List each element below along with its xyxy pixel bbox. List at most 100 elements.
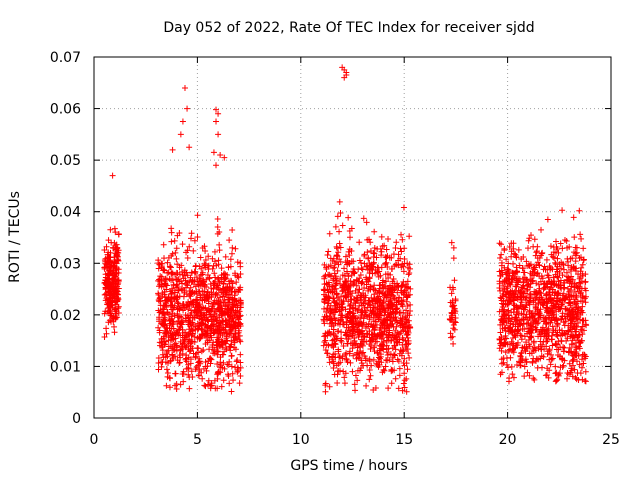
- data-point: [229, 226, 236, 233]
- data-point: [234, 366, 241, 373]
- data-point: [398, 264, 405, 271]
- data-point: [568, 365, 575, 372]
- data-point: [561, 330, 568, 337]
- data-point: [568, 341, 575, 348]
- data-point: [159, 305, 166, 312]
- data-point: [370, 323, 377, 330]
- data-point: [208, 289, 215, 296]
- data-point: [336, 321, 343, 328]
- data-point: [174, 314, 181, 321]
- data-point: [201, 382, 208, 389]
- data-point: [549, 355, 556, 362]
- data-point: [571, 288, 578, 295]
- data-point: [185, 321, 192, 328]
- data-point: [344, 359, 351, 366]
- data-point: [335, 367, 342, 374]
- data-point: [237, 304, 244, 311]
- data-point: [503, 256, 510, 263]
- data-point: [579, 317, 586, 324]
- data-point: [351, 381, 358, 388]
- x-tick-label: 20: [499, 432, 517, 448]
- data-point: [498, 360, 505, 367]
- x-axis-label: GPS time / hours: [290, 458, 407, 474]
- data-point: [339, 222, 346, 229]
- data-point: [360, 215, 367, 222]
- data-point: [355, 306, 362, 313]
- data-point: [221, 276, 228, 283]
- data-point: [523, 339, 530, 346]
- data-point: [355, 333, 362, 340]
- data-point: [231, 270, 238, 277]
- data-point: [389, 278, 396, 285]
- data-point: [336, 297, 343, 304]
- data-point: [215, 348, 222, 355]
- data-point: [199, 271, 206, 278]
- data-point: [366, 356, 373, 363]
- data-point: [334, 328, 341, 335]
- data-point: [385, 385, 392, 392]
- data-point: [388, 337, 395, 344]
- data-point: [199, 245, 206, 252]
- data-point: [400, 291, 407, 298]
- data-point: [325, 342, 332, 349]
- data-point: [401, 377, 408, 384]
- data-point: [543, 304, 550, 311]
- data-point: [576, 255, 583, 262]
- data-point: [216, 314, 223, 321]
- data-point: [324, 281, 331, 288]
- data-point: [370, 263, 377, 270]
- data-point: [572, 258, 579, 265]
- data-point: [541, 263, 548, 270]
- data-point: [571, 280, 578, 287]
- data-point: [516, 358, 523, 365]
- data-point: [566, 243, 573, 250]
- data-point: [337, 244, 344, 251]
- data-point: [107, 226, 114, 233]
- data-point: [191, 289, 198, 296]
- data-point: [331, 264, 338, 271]
- data-point: [525, 237, 532, 244]
- data-point: [350, 352, 357, 359]
- data-point: [533, 249, 540, 256]
- data-point: [377, 282, 384, 289]
- data-point: [211, 282, 218, 289]
- data-point: [555, 303, 562, 310]
- data-point: [547, 284, 554, 291]
- data-point: [160, 302, 167, 309]
- data-point: [529, 310, 536, 317]
- data-point: [518, 336, 525, 343]
- data-point: [382, 363, 389, 370]
- plot-frame: [93, 56, 612, 419]
- data-point: [392, 318, 399, 325]
- data-point: [196, 366, 203, 373]
- data-point: [499, 304, 506, 311]
- data-point: [399, 321, 406, 328]
- data-point: [342, 253, 349, 260]
- data-point: [161, 333, 168, 340]
- data-point: [392, 327, 399, 334]
- data-point: [510, 349, 517, 356]
- data-point: [398, 282, 405, 289]
- data-point: [176, 229, 183, 236]
- data-point: [406, 323, 413, 330]
- data-point: [230, 322, 237, 329]
- data-point: [573, 322, 580, 329]
- data-point: [450, 325, 457, 332]
- data-point: [217, 151, 224, 158]
- data-point: [358, 259, 365, 266]
- data-point: [202, 322, 209, 329]
- data-point: [449, 284, 456, 291]
- data-point: [497, 340, 504, 347]
- data-point: [229, 315, 236, 322]
- y-tick-label: 0.01: [50, 359, 81, 375]
- data-point: [521, 373, 528, 380]
- data-point: [568, 283, 575, 290]
- data-point: [322, 286, 329, 293]
- data-point: [196, 301, 203, 308]
- data-point: [237, 338, 244, 345]
- data-point: [404, 366, 411, 373]
- data-point: [332, 350, 339, 357]
- data-point: [554, 376, 561, 383]
- data-point: [543, 290, 550, 297]
- data-point: [578, 326, 585, 333]
